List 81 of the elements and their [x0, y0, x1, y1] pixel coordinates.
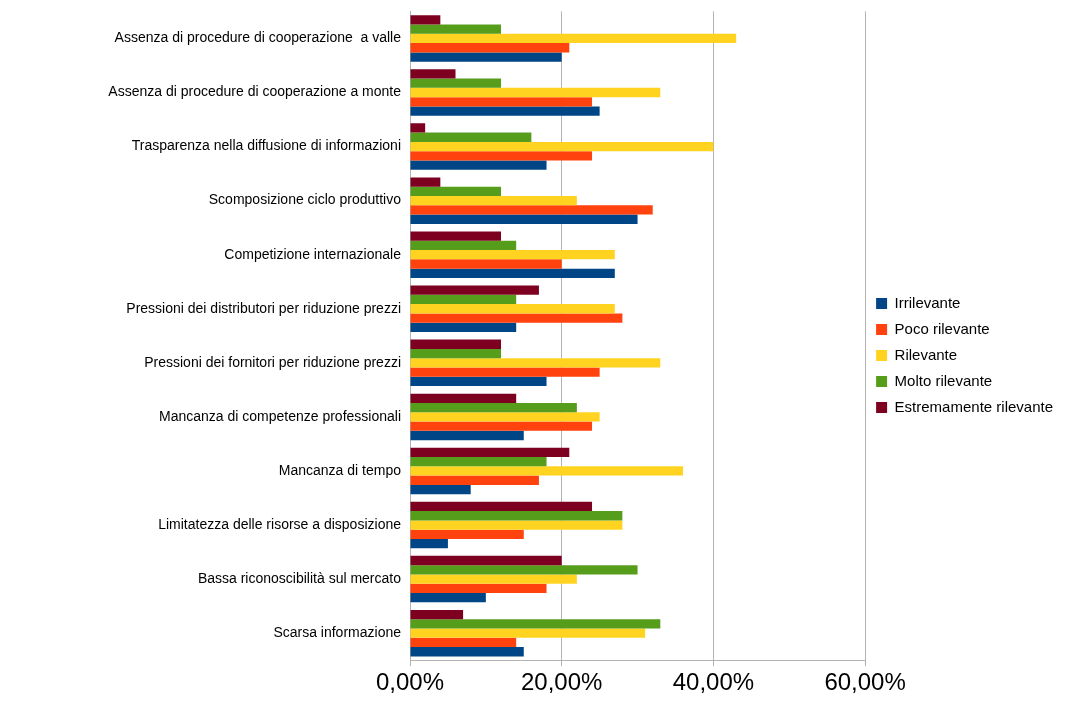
bar: [410, 106, 600, 116]
x-tick-label: 0,00%: [375, 668, 445, 696]
y-tick-label: Pressioni dei distributori per riduzione prezzi: [126, 299, 401, 316]
bar: [410, 529, 524, 539]
bar: [410, 367, 600, 377]
bar: [410, 628, 646, 638]
bar: [410, 358, 661, 368]
y-tick-label: Trasparenza nella diffusione di informazioni: [131, 137, 401, 154]
y-tick-label: Limitatezza delle risorse a disposizione: [158, 515, 402, 532]
bar: [410, 637, 517, 648]
bar: [410, 259, 562, 269]
bar: [410, 69, 456, 79]
y-tick-label: Competizione internazionale: [224, 245, 402, 262]
bar: [410, 33, 737, 44]
bar: [410, 447, 570, 458]
bar: [410, 78, 502, 88]
bar: [410, 430, 524, 441]
y-tick-label: Assenza di procedure di cooperazione a valle: [114, 29, 402, 46]
bar: [410, 609, 464, 620]
bar: [410, 583, 547, 594]
bar: [410, 402, 577, 413]
bar: [410, 123, 426, 133]
bar: [410, 231, 502, 241]
bar: [410, 339, 502, 349]
bar: [410, 268, 615, 278]
y-tick-label: Assenza di procedure di cooperazione a monte: [108, 83, 402, 100]
bar: [410, 421, 593, 431]
bar: [410, 574, 577, 584]
legend-label: Estremamente rilevante: [894, 397, 1054, 415]
bar: [410, 250, 615, 260]
bar: [410, 160, 547, 170]
bar: [410, 24, 502, 34]
legend-label: Irrilevante: [894, 293, 961, 311]
bar: [410, 501, 593, 512]
bar: [410, 511, 623, 521]
y-tick-label: Pressioni dei fornitori per riduzione prezzi: [144, 353, 401, 370]
bar: [410, 593, 486, 603]
bar: [410, 484, 471, 495]
bar: [410, 132, 532, 142]
bar: [410, 285, 539, 295]
bar: [410, 186, 502, 196]
bar: [410, 43, 570, 53]
bar: [410, 52, 562, 62]
x-tick-label: 40,00%: [672, 668, 755, 696]
bar: [410, 555, 562, 566]
y-tick-label: Scomposizione ciclo produttivo: [208, 191, 402, 208]
bar: [410, 87, 661, 98]
bar: [410, 538, 448, 549]
bar: [410, 240, 517, 251]
x-tick-label: 60,00%: [824, 668, 906, 696]
bar: [410, 466, 684, 476]
bar: [410, 412, 600, 422]
bar: [410, 214, 638, 224]
bar: [410, 151, 593, 161]
bar: [410, 457, 547, 467]
bar: [410, 294, 517, 305]
legend-label: Poco rilevante: [894, 319, 990, 337]
y-tick-label: Mancanza di competenze professionali: [158, 407, 401, 424]
x-tick-label: 20,00%: [521, 668, 603, 696]
y-tick-label: Mancanza di tempo: [278, 461, 402, 478]
bar: [410, 313, 623, 323]
bar: [410, 205, 653, 215]
legend-label: Rilevante: [894, 345, 958, 363]
bar: [410, 475, 539, 485]
bar: [410, 565, 638, 575]
bar: [410, 322, 517, 333]
bar: [410, 376, 547, 387]
bar: [410, 619, 661, 629]
bar: [410, 647, 524, 657]
y-tick-label: Scarsa informazione: [273, 624, 402, 641]
y-tick-label: Bassa riconoscibilità sul mercato: [197, 569, 402, 586]
bar: [410, 304, 615, 314]
bar: [410, 393, 517, 403]
bar: [410, 141, 714, 152]
bar: [410, 97, 593, 107]
bar: [410, 177, 441, 187]
bar: [410, 195, 577, 206]
bar: [410, 15, 441, 25]
bar: [410, 348, 502, 359]
legend-label: Molto rilevante: [894, 371, 993, 389]
bar: [410, 520, 623, 530]
